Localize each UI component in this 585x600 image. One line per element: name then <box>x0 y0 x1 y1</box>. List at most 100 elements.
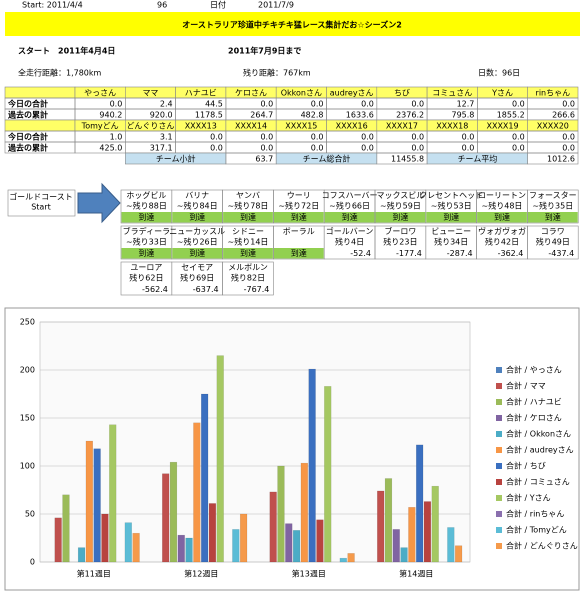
legend-swatch <box>496 511 502 517</box>
summary-label: チーム総合計 <box>303 154 351 164</box>
days-left: ~残り59日 <box>380 201 421 211</box>
days-left: ~残り78日 <box>228 201 269 211</box>
cell-value: 2.4 <box>160 100 173 109</box>
row-label: 今日の合計 <box>7 132 48 142</box>
status: -177.4 <box>396 249 422 258</box>
bar <box>447 527 455 563</box>
end-text: 2011年7月9日まで <box>228 46 301 56</box>
status: 到達 <box>138 212 154 222</box>
cell-value: 0.0 <box>512 133 525 142</box>
course-cell <box>527 189 579 224</box>
bar <box>347 553 355 563</box>
bar <box>277 465 285 563</box>
cell-value: 0.0 <box>512 100 525 109</box>
column-header: ちび <box>394 89 410 98</box>
bar <box>177 534 185 563</box>
bar <box>208 503 217 563</box>
status: -287.4 <box>447 249 473 258</box>
legend-swatch <box>496 479 502 485</box>
bar <box>124 522 132 563</box>
column-header: XXXX19 <box>486 122 518 131</box>
reached-bg <box>223 248 273 259</box>
bar <box>431 485 439 563</box>
cell-value: 0.0 <box>311 100 324 109</box>
bar <box>162 473 170 563</box>
start-label: ゴールドコースト <box>9 192 73 202</box>
bar <box>93 448 101 563</box>
cell-value: 0.0 <box>411 133 424 142</box>
status: 到達 <box>138 248 154 258</box>
legend-swatch <box>496 495 502 501</box>
days-left: 残り62日 <box>129 273 163 283</box>
bar <box>77 547 86 563</box>
y-tick-label: 0 <box>30 558 35 567</box>
days-left: ~残り26日 <box>177 237 218 247</box>
cell-value: 0.0 <box>361 133 374 142</box>
reached-bg <box>172 212 223 223</box>
status: 到達 <box>291 248 307 258</box>
start-box <box>7 189 76 217</box>
cell-value: 940.2 <box>99 111 122 120</box>
place-name: クレセントヘッド <box>419 191 483 200</box>
status: 到達 <box>189 212 205 222</box>
days-left: 残り49日 <box>536 237 570 247</box>
column-header: Okkonさん <box>281 89 322 98</box>
days-left: ~残り33日 <box>126 237 167 247</box>
bar <box>132 532 140 563</box>
bar <box>185 537 193 563</box>
days-left: ~残り14日 <box>228 237 269 247</box>
status: 到達 <box>291 212 307 222</box>
reached-bg <box>375 212 426 223</box>
y-tick-label: 50 <box>25 510 35 519</box>
reached-bg <box>273 212 324 223</box>
cell-value: 0.0 <box>110 100 123 109</box>
header-label-cell <box>4 86 76 99</box>
bar <box>54 517 62 563</box>
bar <box>454 545 463 563</box>
legend-label: 合計 / Yさん <box>506 493 551 503</box>
course-cell <box>527 225 579 260</box>
row-label: 過去の累計 <box>7 143 48 153</box>
bar <box>339 557 347 563</box>
legend-label: 合計 / ママ <box>506 381 546 391</box>
legend-label: 合計 / ちび <box>506 461 546 471</box>
legend-swatch <box>496 367 502 373</box>
days-left: ~残り53日 <box>431 201 472 211</box>
y-tick-label: 250 <box>20 318 35 327</box>
column-header: XXXX17 <box>386 122 418 131</box>
status: -362.4 <box>498 249 524 258</box>
place-name: ブーロワ <box>384 226 416 236</box>
column-header: ママ <box>142 89 158 98</box>
place-name: ローリートン <box>478 191 526 200</box>
status: 到達 <box>240 248 256 258</box>
days-left: ~残り48日 <box>482 201 523 211</box>
column-header: ハナユビ <box>185 89 217 98</box>
cell-value: 317.1 <box>150 144 173 153</box>
bar <box>408 507 416 563</box>
cell-value: 0.0 <box>462 144 475 153</box>
summary-label: チーム平均 <box>458 154 498 164</box>
cell-value: 2376.2 <box>396 111 424 120</box>
cell-value: 0.0 <box>411 144 424 153</box>
days-left: 残り69日 <box>180 273 214 283</box>
y-tick-label: 150 <box>20 414 35 423</box>
legend-label: 合計 / Tomyどん <box>506 525 567 535</box>
bar <box>423 501 432 563</box>
summary-value: 1012.6 <box>547 155 575 164</box>
bar <box>109 424 117 563</box>
column-header: XXXX13 <box>185 122 217 131</box>
bar <box>308 368 316 563</box>
column-header: やっさん <box>84 89 116 98</box>
days-left: ~残り35日 <box>532 201 573 211</box>
cell-value: 482.8 <box>301 111 324 120</box>
bar <box>216 355 224 563</box>
reached-bg <box>477 212 527 223</box>
cell-value: 0.0 <box>411 100 424 109</box>
bar <box>101 513 109 563</box>
course-cell <box>222 261 274 296</box>
bar <box>384 478 393 563</box>
cell-value: 264.7 <box>250 111 273 120</box>
reached-bg <box>426 212 477 223</box>
total-distance: 全走行距離：1,780km <box>18 68 102 78</box>
